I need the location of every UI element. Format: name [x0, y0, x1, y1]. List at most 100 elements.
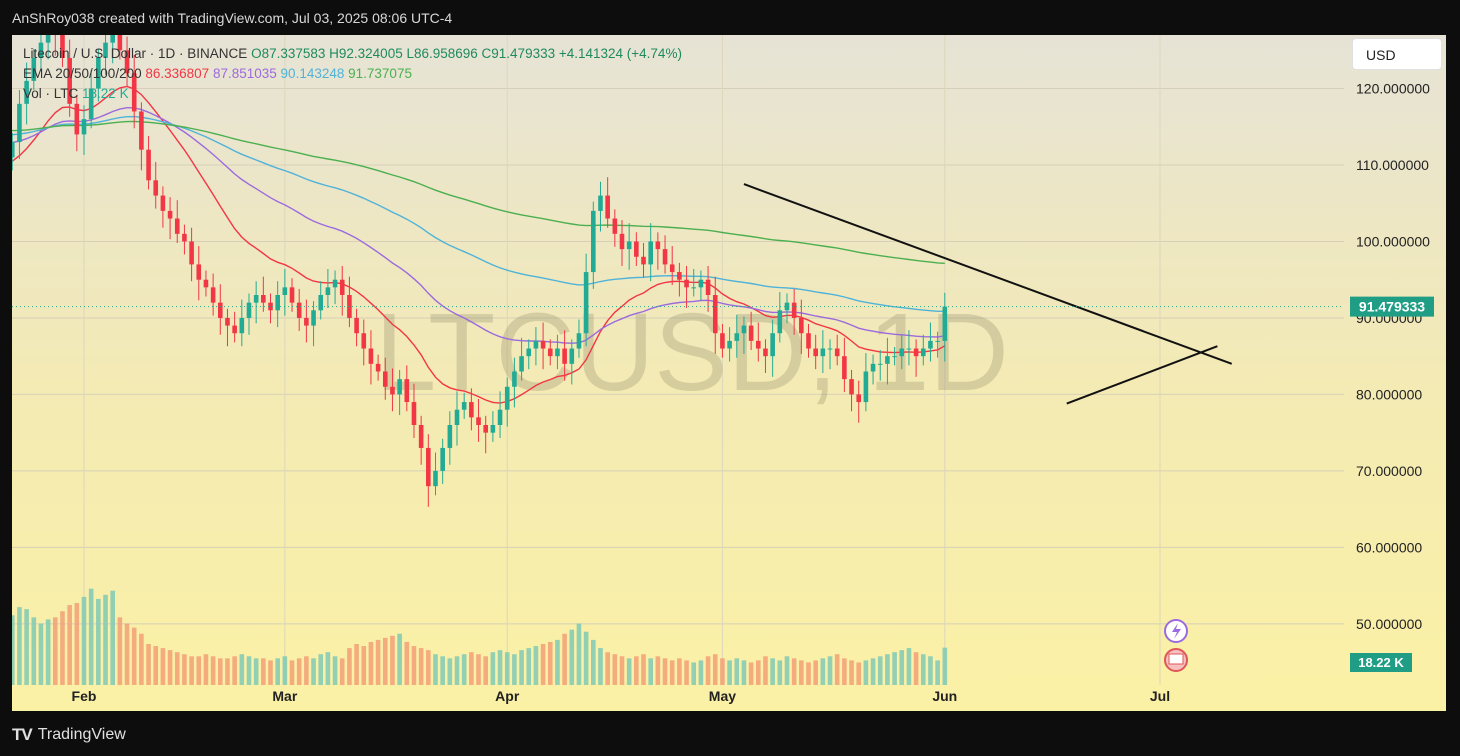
volume-bar: [591, 639, 596, 685]
candle-body: [433, 470, 438, 487]
volume-bar: [368, 641, 374, 685]
volume-bar: [275, 658, 280, 685]
volume-bar: [806, 662, 811, 685]
candle-body: [131, 73, 137, 112]
volume-bar: [533, 646, 539, 685]
candle-body: [289, 287, 295, 303]
volume-bar: [397, 633, 402, 685]
candle-body: [81, 119, 87, 135]
last-price-badge: [1350, 296, 1434, 317]
volume-bar: [38, 623, 44, 685]
volume-bar: [45, 619, 51, 685]
candle-body: [892, 356, 897, 358]
candle-body: [755, 340, 761, 349]
volume-bar: [913, 652, 919, 685]
candle-body: [820, 348, 826, 357]
candle-body: [339, 279, 345, 295]
candle-body: [275, 295, 280, 311]
candle-body: [540, 340, 546, 349]
candle-body: [325, 287, 331, 295]
candle-body: [813, 348, 818, 357]
volume-bar: [418, 648, 424, 685]
ema-100-line: [12, 115, 945, 313]
y-tick-label: 110.000000: [1356, 157, 1429, 173]
volume-bar: [304, 656, 309, 685]
legend-ema50: 87.851035: [212, 66, 277, 81]
volume-bar: [411, 646, 417, 685]
candle-body: [490, 425, 496, 433]
candle-body: [60, 35, 65, 58]
volume-bar: [110, 590, 115, 685]
ema-50-line: [12, 106, 945, 344]
candle-body: [655, 241, 661, 250]
volume-bar: [849, 660, 854, 685]
candle-body: [720, 333, 725, 349]
volume-bar: [239, 654, 245, 685]
candle-body: [669, 264, 675, 273]
candle-body: [124, 50, 130, 74]
volume-bar: [476, 654, 481, 685]
candle-body: [88, 88, 94, 120]
volume-bar: [390, 635, 395, 685]
legend-ohlc: O87.337583 H92.324005 L86.958696 C91.479…: [251, 46, 682, 61]
tradingview-logo-icon: TV: [12, 725, 33, 744]
volume-bar: [469, 652, 474, 685]
candle-body: [512, 371, 517, 387]
volume-badge-label: 18.22 K: [1358, 655, 1404, 670]
volume-bar: [540, 644, 546, 685]
volume-bar: [461, 654, 467, 685]
candle-body: [361, 333, 367, 349]
volume-bar: [504, 652, 510, 685]
legend-symbol[interactable]: Litecoin / U.S. Dollar · 1D · BINANCE: [23, 46, 248, 61]
trendline: [743, 183, 1233, 365]
candle-body: [885, 356, 890, 364]
volume-bar: [339, 658, 345, 685]
volume-bar: [203, 654, 209, 685]
footer-brand[interactable]: TV TradingView: [12, 722, 126, 748]
last-price-label: 91.479333: [1359, 299, 1425, 315]
volume-bar: [569, 629, 575, 685]
x-tick-label: Apr: [495, 688, 520, 704]
currency-button[interactable]: USD: [1352, 38, 1442, 70]
candle-body: [734, 333, 740, 341]
candle-body: [31, 57, 37, 81]
price-chart[interactable]: 120.000000110.000000100.00000090.0000008…: [12, 35, 1446, 711]
candle-body: [569, 348, 575, 364]
candle-body: [469, 402, 474, 418]
volume-bar: [899, 650, 905, 685]
candle-body: [727, 340, 732, 349]
x-tick-label: Jun: [932, 688, 957, 704]
volume-bar: [856, 662, 862, 685]
candle-body: [390, 386, 395, 395]
volume-bar: [626, 658, 632, 685]
candle-body: [870, 363, 876, 372]
candle-body: [906, 348, 912, 350]
legend-vol-row[interactable]: Vol · LTC 18.22 K: [23, 84, 682, 104]
candle-body: [196, 264, 202, 280]
volume-bar: [547, 641, 553, 685]
volume-bar: [669, 660, 675, 685]
legend-ema-row[interactable]: EMA 20/50/100/200 86.336807 87.851035 90…: [23, 64, 682, 84]
candle-body: [146, 149, 151, 181]
candle-body: [375, 363, 381, 372]
volume-bar: [497, 650, 503, 685]
candle-body: [691, 287, 697, 289]
candle-body: [863, 371, 869, 403]
volume-bar: [827, 656, 833, 685]
candle-body: [182, 233, 187, 242]
candle-body: [856, 394, 862, 403]
candle-body: [712, 295, 718, 334]
x-tick-label: Feb: [72, 688, 97, 704]
candle-body: [225, 317, 230, 326]
volume-bar: [124, 623, 130, 685]
y-tick-label: 50.000000: [1356, 616, 1422, 632]
candle-body: [45, 35, 51, 43]
legend-ema100: 90.143248: [280, 66, 345, 81]
y-tick-label: 120.000000: [1356, 81, 1430, 97]
volume-bar: [311, 658, 316, 685]
volume-bar: [146, 644, 151, 685]
candle-body: [834, 348, 840, 357]
volume-bar: [31, 617, 37, 685]
volume-bar: [712, 654, 718, 685]
chart-panel[interactable]: 120.000000 110.000000 100.000000 90.000000 8…: [12, 35, 1446, 711]
